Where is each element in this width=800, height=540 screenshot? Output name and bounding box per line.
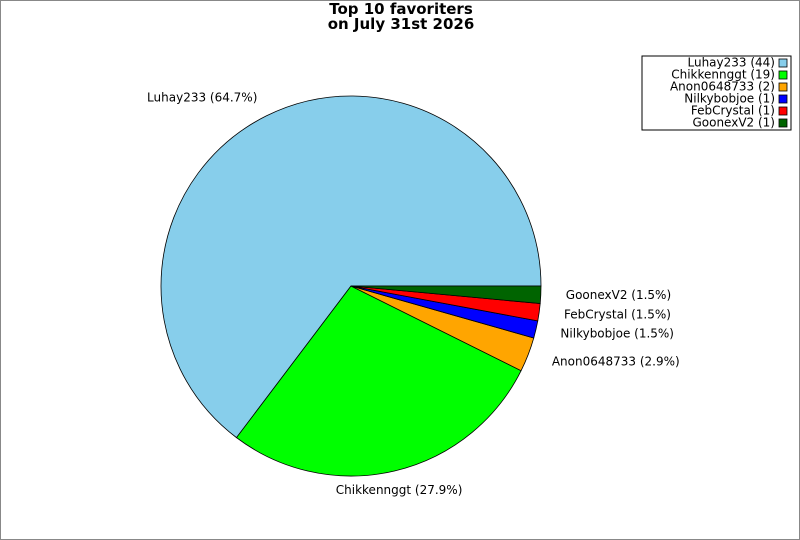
legend-swatch [778,118,788,128]
chart-title: Top 10 favoriters on July 31st 2026 [327,0,475,33]
legend-label: Nilkybobjoe (1) [684,92,775,106]
slice-label: GoonexV2 (1.5%) [566,288,671,302]
pie-slice [235,285,522,477]
legend-swatch [778,70,788,80]
legend-swatch [778,106,788,116]
legend-swatch [778,58,788,68]
legend-label: Chikkennggt (19) [671,68,775,82]
pie-slice [160,95,542,439]
legend-label: FebCrystal (1) [691,104,775,118]
legend-box [641,55,792,131]
legend-swatch [778,94,788,104]
slice-label: FebCrystal (1.5%) [564,308,671,322]
legend-swatch [778,82,788,92]
legend-label: GoonexV2 (1) [692,116,775,130]
legend-label: Luhay233 (44) [688,56,776,70]
pie-slice [350,285,542,304]
slice-label: Chikkennggt (27.9%) [336,483,463,497]
slice-label: Anon0648733 (2.9%) [552,354,680,368]
legend-label: Anon0648733 (2) [670,80,775,94]
slice-label: Nilkybobjoe (1.5%) [560,327,674,341]
slice-label: Luhay233 (64.7%) [147,91,257,105]
